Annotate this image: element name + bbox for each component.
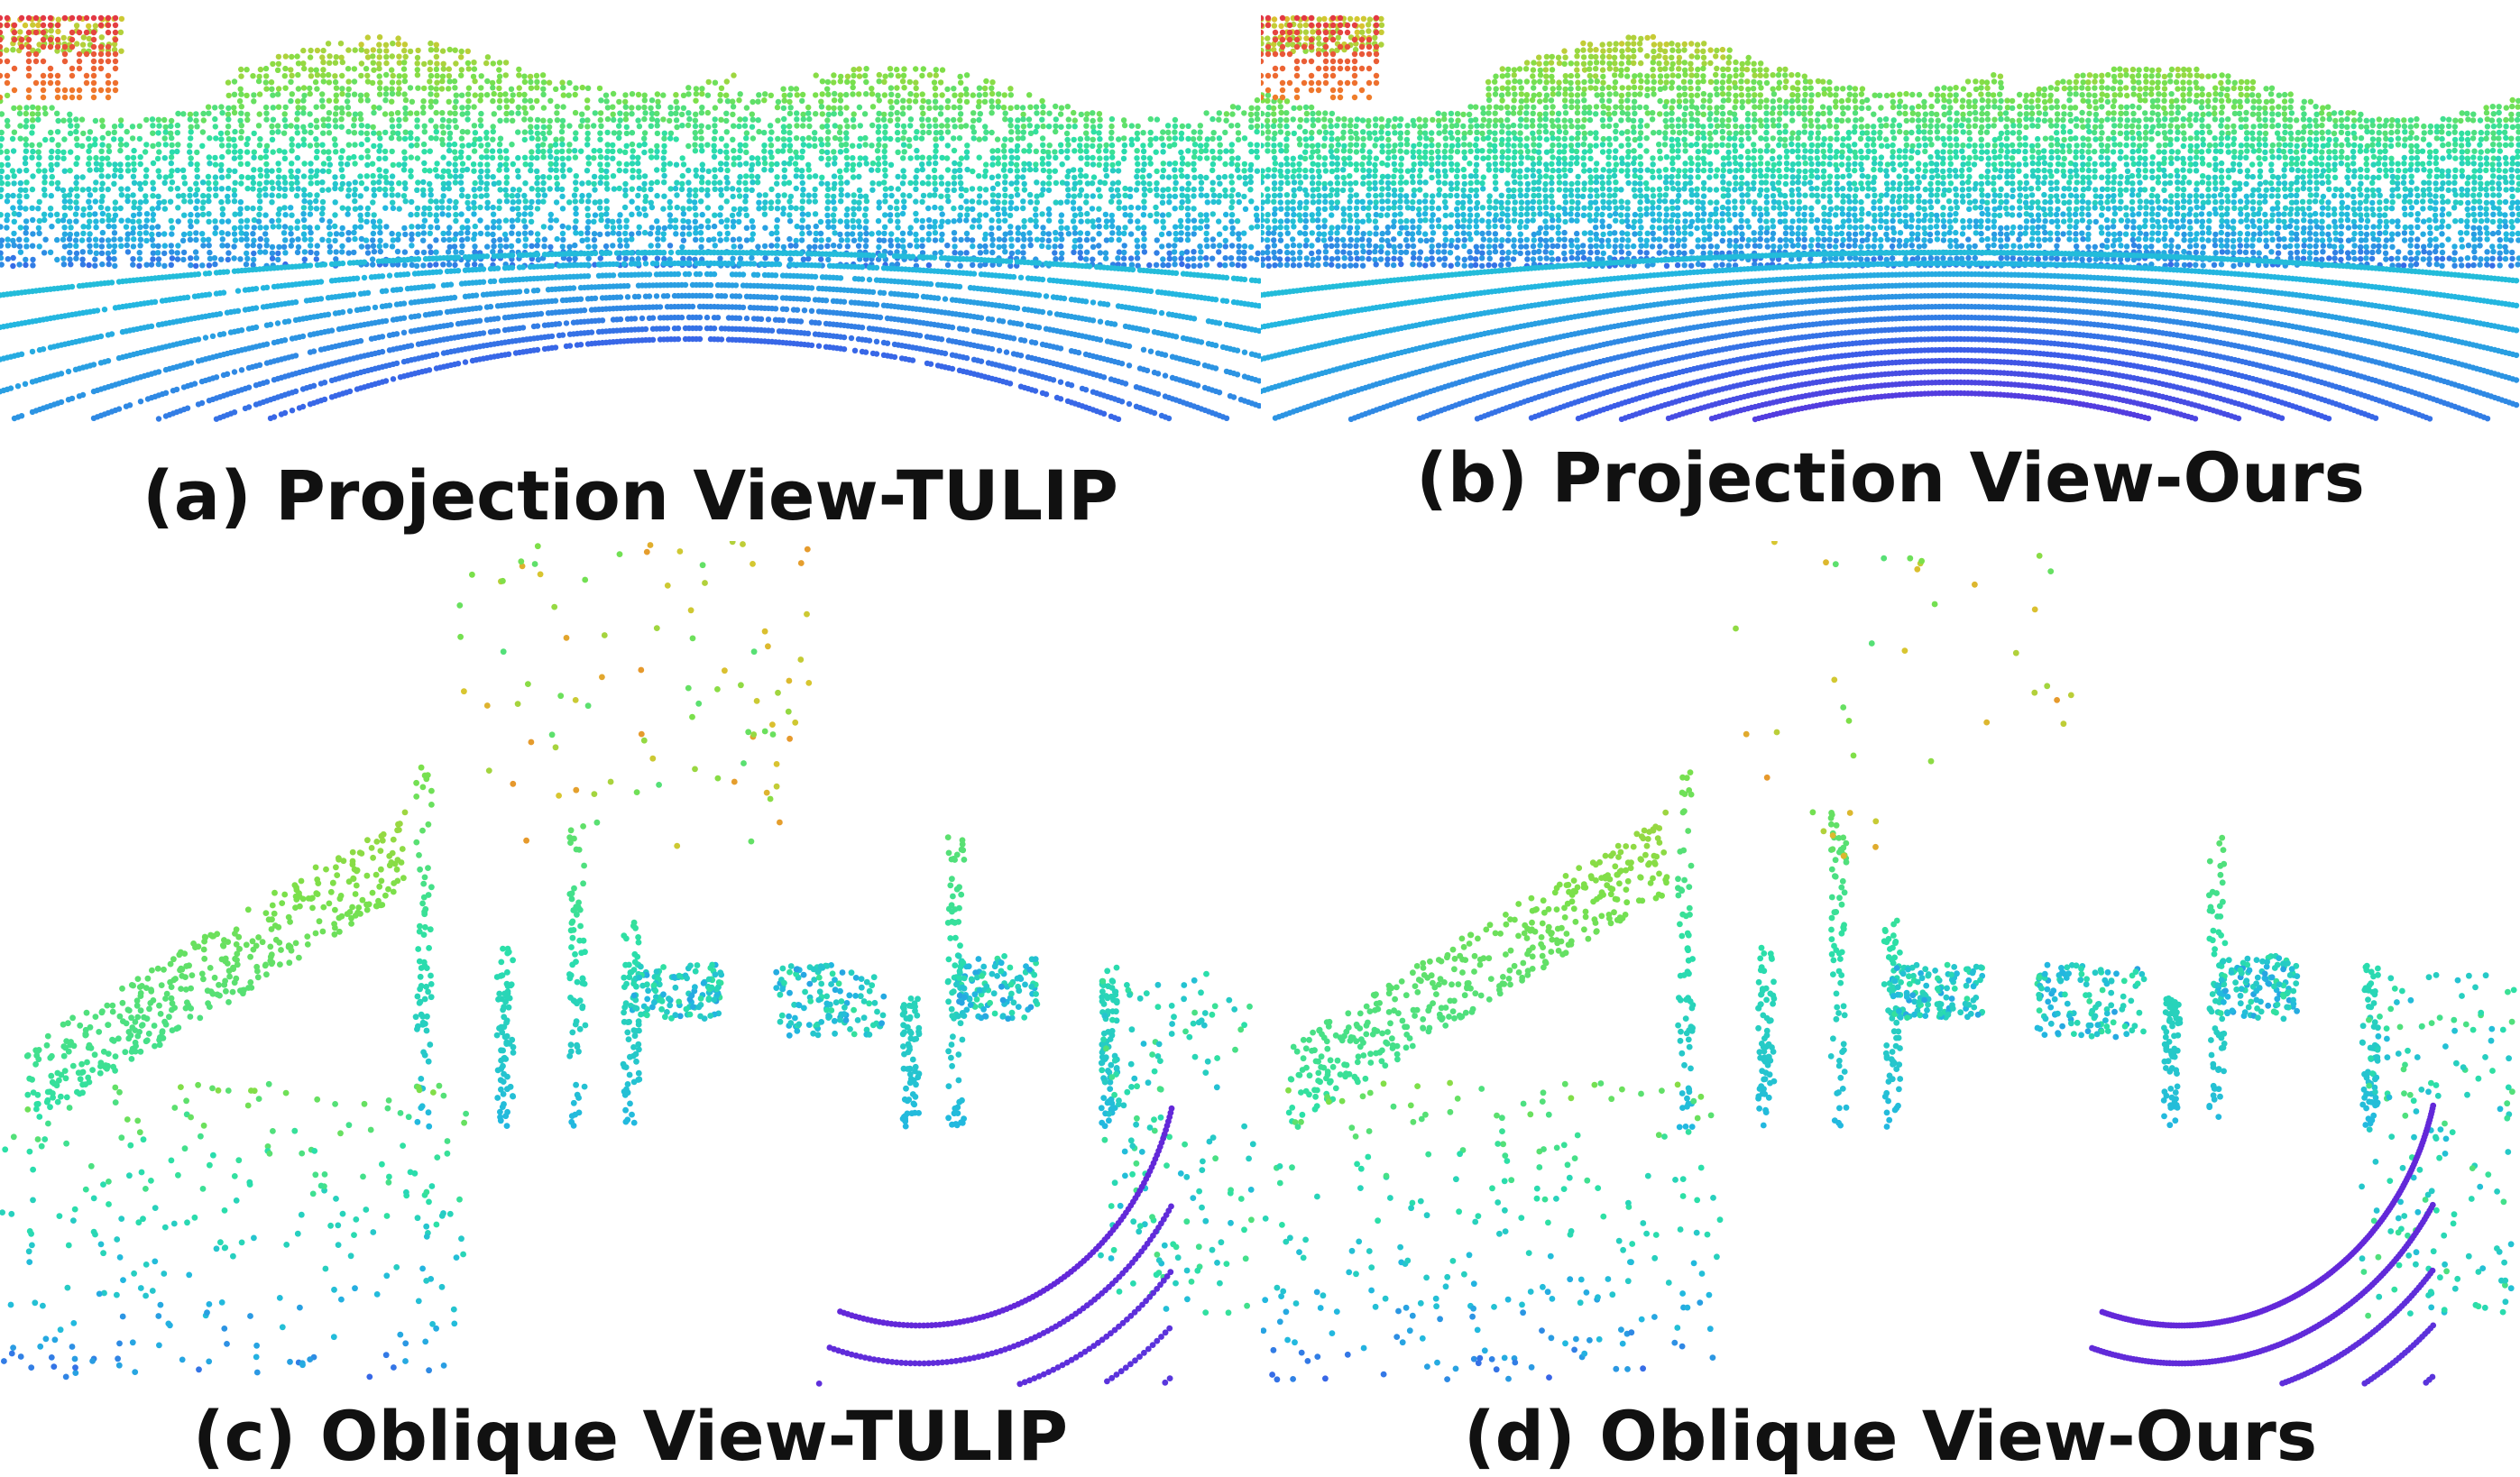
panel-caption-b: (b) Projection View-Ours	[1416, 437, 2365, 518]
point-cloud-image	[1261, 14, 2520, 423]
point-cloud-oblique-tulip	[0, 541, 1261, 1389]
panel-caption-d: (d) Oblique View-Ours	[1463, 1396, 2318, 1476]
point-cloud-image	[0, 14, 1261, 422]
point-cloud-projection-ours	[1261, 0, 2520, 424]
point-cloud-oblique-ours	[1261, 541, 2520, 1389]
point-cloud-image	[0, 541, 1256, 1388]
point-cloud-projection-tulip	[0, 0, 1261, 424]
panel-caption-c: (c) Oblique View-TULIP	[192, 1396, 1069, 1476]
panel-caption-a: (a) Projection View-TULIP	[142, 455, 1119, 536]
point-cloud-image	[1261, 541, 2517, 1387]
